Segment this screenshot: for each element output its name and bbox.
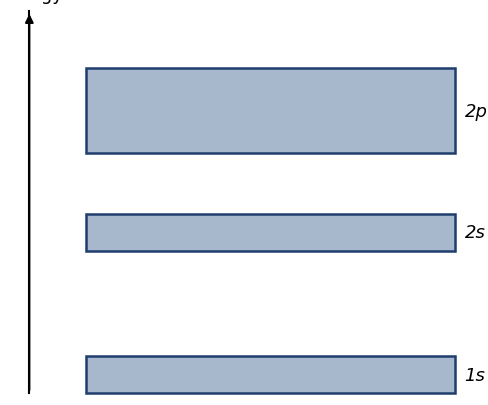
Bar xyxy=(85,215,454,251)
Bar xyxy=(85,356,454,393)
Text: 2s: 2s xyxy=(464,224,485,242)
Text: Energy: Energy xyxy=(0,0,63,4)
Text: 1s: 1s xyxy=(464,366,485,384)
Bar xyxy=(85,69,454,154)
Text: 2p: 2p xyxy=(464,102,487,120)
